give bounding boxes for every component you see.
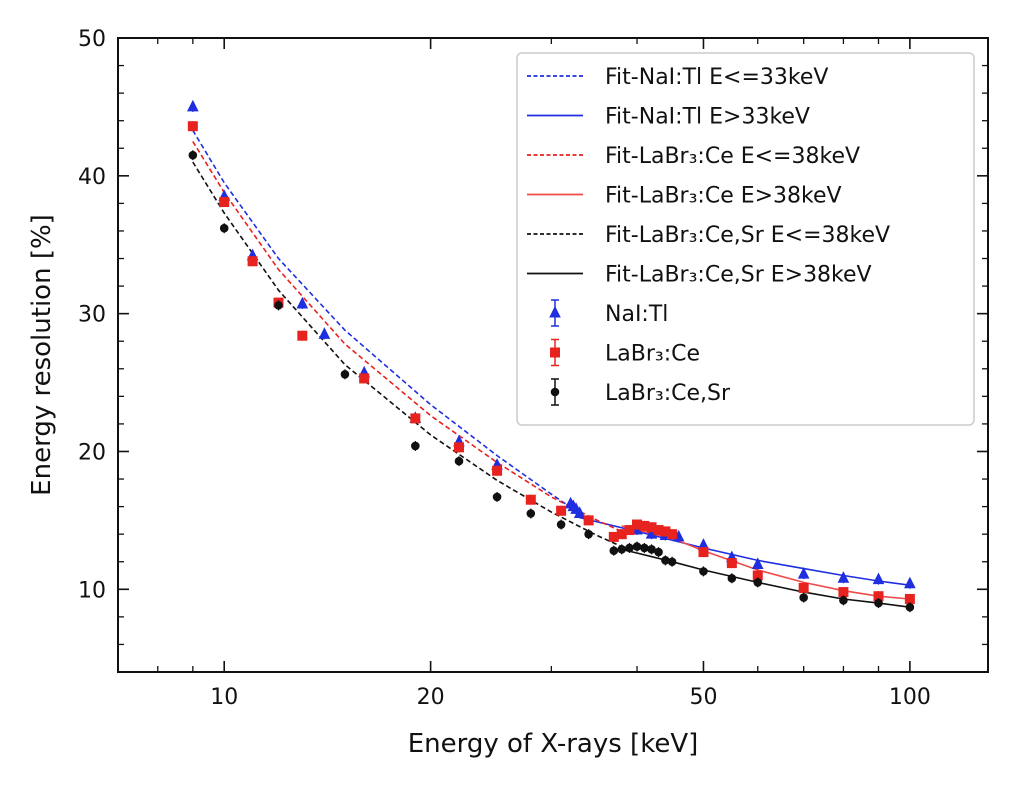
data-point-square — [556, 505, 567, 516]
data-points — [187, 99, 916, 613]
data-point-square — [359, 373, 370, 384]
y-axis-label: Energy resolution [%] — [27, 214, 57, 496]
y-tick-label: 40 — [78, 165, 106, 190]
data-point-circle — [188, 150, 198, 160]
data-point-triangle — [751, 557, 764, 569]
y-tick-label: 20 — [78, 440, 106, 465]
legend: Fit-NaI:Tl E<=33keV Fit-NaI:Tl E>33keV Fit… — [516, 52, 975, 426]
data-point-circle — [839, 596, 848, 605]
legend-label: LaBr₃:Ce — [605, 342, 700, 367]
legend-label: Fit-NaI:Tl E<=33keV — [605, 65, 828, 90]
data-point-triangle — [904, 576, 916, 589]
fit-line-0 — [192, 129, 581, 515]
data-point-triangle — [187, 99, 199, 112]
x-axis-label: Energy of X-rays [keV] — [408, 729, 699, 759]
legend-label: Fit-LaBr₃:Ce,Sr E>38keV — [605, 263, 872, 288]
data-point-circle — [905, 602, 915, 612]
data-point-circle — [727, 573, 737, 583]
legend-label: LaBr₃:Ce,Sr — [605, 381, 731, 406]
data-point-square — [410, 413, 421, 424]
data-point-triangle — [837, 571, 850, 583]
data-point-square — [297, 330, 308, 341]
legend-label: Fit-LaBr₃:Ce E>38keV — [605, 184, 842, 209]
data-point-square — [726, 558, 737, 569]
legend-label: NaI:Tl — [605, 302, 668, 327]
data-point-square — [667, 529, 678, 540]
data-point-square — [838, 587, 849, 598]
x-tick-label: 50 — [689, 685, 717, 710]
y-tick-label: 30 — [78, 303, 106, 328]
data-point-circle — [753, 578, 763, 587]
x-tick-label: 10 — [210, 685, 238, 710]
data-point-square — [219, 197, 230, 208]
data-point-circle — [492, 492, 502, 502]
data-point-circle — [219, 223, 229, 233]
data-point-circle — [584, 529, 593, 539]
data-point-triangle — [296, 296, 309, 309]
legend-label: Fit-LaBr₃:Ce E<=38keV — [605, 144, 860, 169]
data-point-triangle — [872, 572, 885, 585]
data-point-circle — [556, 520, 566, 529]
plot-frame — [117, 37, 989, 673]
tick-labels: 10 20 50 100 10 20 30 40 50 — [78, 27, 931, 710]
data-point-circle — [609, 546, 619, 556]
data-point-circle — [340, 369, 350, 379]
data-point-square — [247, 256, 258, 267]
legend-label: Fit-LaBr₃:Ce,Sr E<=38keV — [605, 223, 890, 248]
data-point-square — [187, 121, 198, 132]
legend-label: Fit-NaI:Tl E>33keV — [605, 105, 810, 130]
fit-line-5 — [621, 548, 911, 608]
data-point-square — [624, 525, 635, 536]
legend-marker-circle — [550, 387, 560, 397]
data-point-circle — [654, 547, 663, 557]
y-tick-label: 10 — [78, 578, 106, 603]
x-tick-label: 100 — [889, 685, 931, 710]
data-point-circle — [411, 441, 420, 451]
data-point-circle — [699, 567, 708, 576]
y-tick-label: 50 — [78, 27, 106, 52]
data-point-circle — [274, 301, 283, 310]
data-point-square — [698, 547, 709, 558]
data-point-square — [904, 593, 915, 604]
data-point-triangle — [573, 506, 586, 518]
data-point-circle — [617, 545, 627, 554]
data-point-square — [492, 465, 503, 476]
data-point-triangle — [318, 327, 331, 339]
data-point-square — [525, 494, 536, 505]
legend-marker-triangle — [549, 305, 561, 318]
data-point-circle — [640, 543, 649, 553]
data-point-circle — [625, 543, 634, 553]
data-point-square — [583, 515, 594, 526]
data-point-square — [798, 582, 809, 593]
data-point-circle — [454, 456, 464, 466]
legend-marker-square — [550, 347, 560, 358]
data-point-triangle — [797, 567, 810, 579]
data-point-circle — [632, 542, 642, 551]
data-point-circle — [526, 509, 536, 518]
data-point-circle — [667, 557, 677, 567]
data-point-circle — [874, 598, 883, 608]
legend-box — [516, 52, 975, 426]
data-point-circle — [799, 593, 808, 602]
data-point-circle — [647, 545, 656, 554]
x-tick-label: 20 — [417, 685, 445, 710]
data-point-square — [453, 442, 464, 453]
fit-line-4 — [192, 161, 623, 548]
